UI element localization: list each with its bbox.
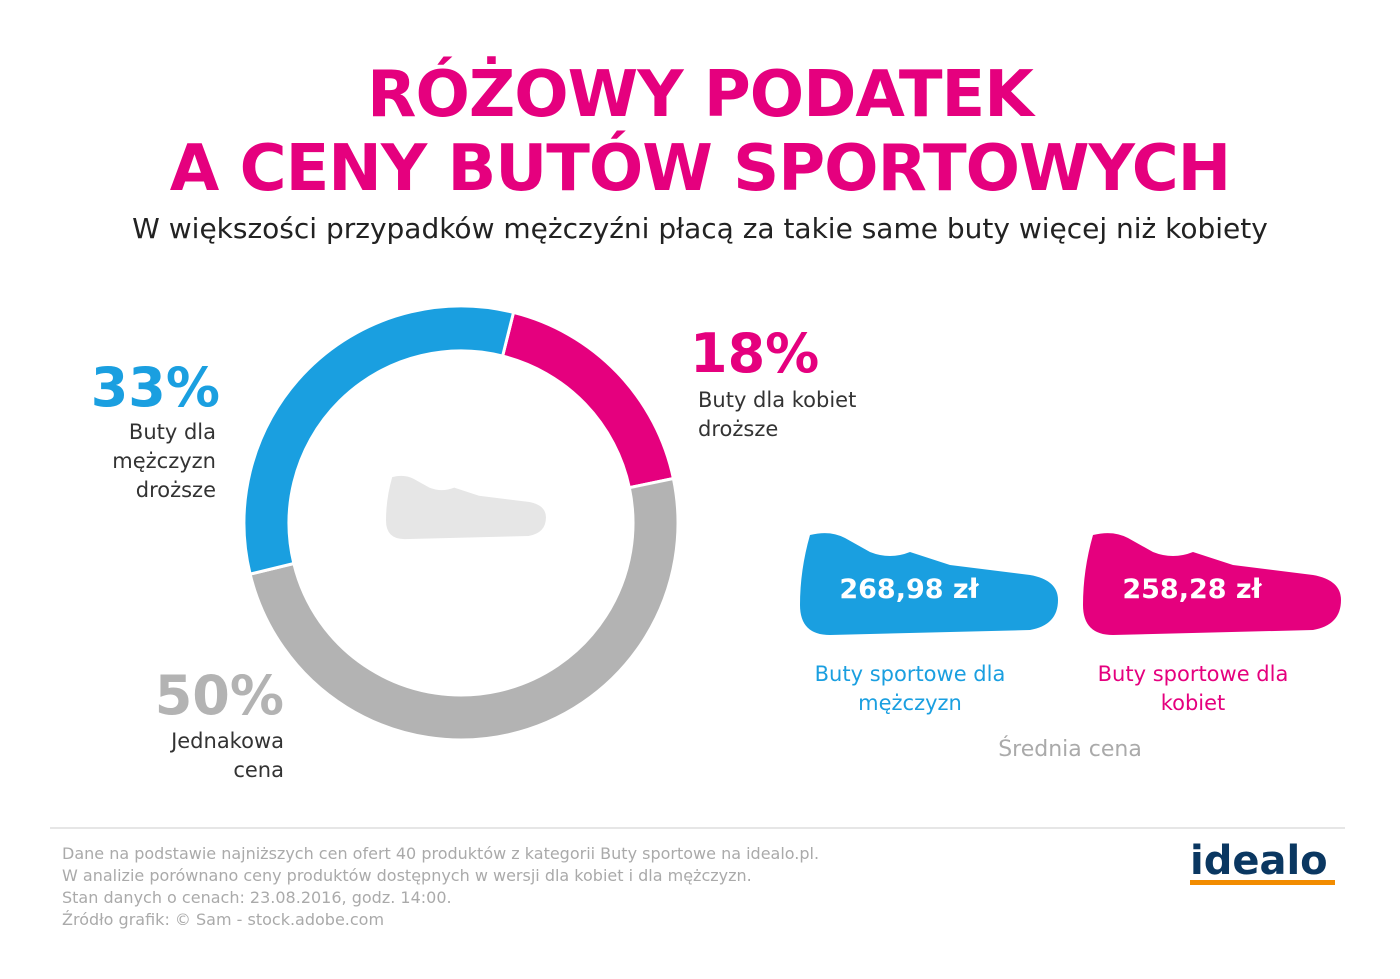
subtitle: W większości przypadków mężczyźni płacą …	[132, 212, 1268, 245]
logo-underline	[1190, 880, 1335, 885]
center-shoe-icon	[386, 475, 546, 540]
price-caption: Średnia cena	[998, 737, 1142, 762]
shoe-icon	[1083, 533, 1341, 635]
title-line: A CENY BUTÓW SPORTOWYCH	[169, 132, 1231, 206]
segment-label: Buty dla mężczyzn droższe	[112, 420, 216, 502]
donut-segment	[242, 304, 516, 576]
footer-note: Stan danych o cenach: 23.08.2016, godz. …	[62, 888, 452, 907]
logo: idealo	[1190, 838, 1328, 884]
percent-label: 33%	[90, 356, 220, 419]
price-label: Buty sportowe dla kobiet	[1097, 662, 1289, 715]
footer-note: Źródło grafik: © Sam - stock.adobe.com	[62, 910, 385, 929]
donut-segment	[248, 476, 680, 742]
percent-label: 18%	[690, 322, 820, 385]
shoe-icon	[800, 533, 1058, 635]
title-line: RÓŻOWY PODATEK	[367, 58, 1034, 132]
donut-segment	[500, 310, 676, 490]
segment-label: Buty dla kobiet droższe	[698, 388, 857, 441]
price-value: 268,98 zł	[839, 574, 979, 605]
price-value: 258,28 zł	[1122, 574, 1262, 605]
segment-label: Jednakowa cena	[171, 729, 284, 782]
footer-note: Dane na podstawie najniższych cen ofert …	[62, 844, 820, 863]
footer-note: W analizie porównano ceny produktów dost…	[62, 866, 752, 885]
price-label: Buty sportowe dla mężczyzn	[814, 662, 1006, 715]
percent-label: 50%	[154, 664, 284, 727]
